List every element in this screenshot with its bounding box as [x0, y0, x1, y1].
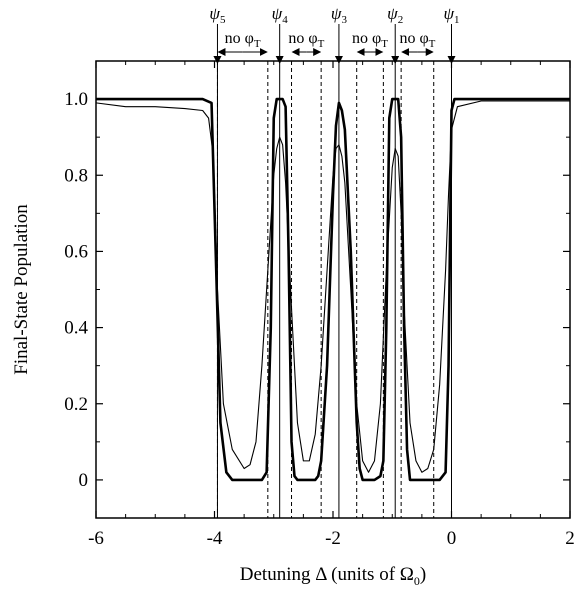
x-axis-title-main: Detuning Δ (units of Ω	[240, 564, 414, 585]
x-tick-label: -2	[325, 528, 341, 549]
y-axis-title: Final-State Population	[11, 204, 32, 375]
resonance-symbol: ψ	[331, 4, 342, 23]
no-phi-label: no φT	[399, 30, 435, 50]
no-phi-subscript: T	[318, 38, 325, 50]
resonance-subscript: 1	[454, 14, 460, 26]
resonance-subscript: 2	[398, 14, 404, 26]
no-phi-label: no φT	[288, 30, 324, 50]
resonance-symbol: ψ	[272, 4, 283, 23]
no-phi-subscript: T	[381, 38, 388, 50]
no-phi-text: no φ	[399, 30, 428, 47]
x-tick-label: 0	[447, 528, 457, 549]
resonance-symbol: ψ	[209, 4, 220, 23]
y-tick-label: 0.6	[64, 241, 88, 262]
x-axis-title-sub: 0	[414, 574, 420, 588]
plot-frame	[95, 60, 571, 519]
x-axis-ticks: -6 -4 -2 0 2	[88, 61, 575, 549]
no-phi-label: no φT	[352, 30, 388, 50]
no-phi-text: no φ	[352, 30, 381, 47]
x-tick-label: -6	[88, 528, 104, 549]
x-axis-title: Detuning Δ (units of Ω0)	[240, 564, 426, 588]
resonance-subscript: 5	[220, 14, 226, 26]
y-tick-label: 0	[79, 470, 89, 491]
no-phi-text: no φ	[225, 30, 254, 47]
no-phi-subscript: T	[254, 38, 261, 50]
x-tick-label: -4	[207, 528, 223, 549]
resonance-subscript: 3	[341, 14, 347, 26]
resonance-label: ψ5	[209, 4, 226, 26]
no-phi-subscript: T	[429, 38, 436, 50]
resonance-label: ψ1	[443, 4, 459, 26]
no-phi-text: no φ	[288, 30, 317, 47]
x-axis-title-tail: )	[420, 564, 426, 585]
resonance-symbol: ψ	[387, 4, 398, 23]
series-line-2	[95, 100, 570, 473]
y-tick-label: 0.2	[64, 394, 88, 415]
no-phi-label: no φT	[225, 30, 261, 50]
y-tick-label: 0.8	[64, 165, 88, 186]
series-line-1	[96, 97, 570, 482]
resonance-label: ψ2	[387, 4, 403, 26]
resonance-lines	[216, 61, 452, 518]
resonance-symbol: ψ	[443, 4, 454, 23]
resonance-subscript: 4	[282, 14, 288, 26]
x-tick-label: 2	[565, 528, 575, 549]
y-axis-ticks: 0 0.2 0.4 0.6 0.8 1.0	[64, 60, 570, 519]
resonance-label: ψ3	[331, 4, 348, 26]
y-tick-label: 1.0	[64, 89, 88, 110]
resonance-label: ψ4	[272, 4, 289, 26]
data-series	[95, 97, 570, 482]
y-tick-label: 0.4	[64, 318, 88, 339]
